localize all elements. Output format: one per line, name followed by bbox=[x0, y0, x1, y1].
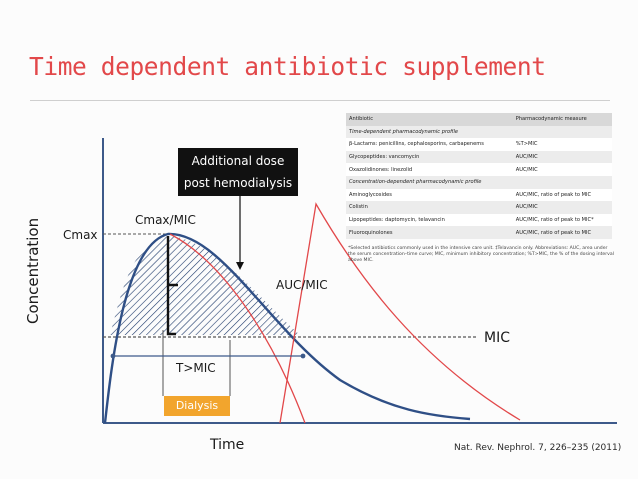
table-cell: AUC/MIC bbox=[512, 163, 612, 176]
table-cell: β-Lactams: penicillins, cephalosporins, … bbox=[346, 138, 513, 151]
table-row: Glycopeptides: vancomycin AUC/MIC bbox=[346, 150, 612, 164]
auc-mic-label: AUC/MIC bbox=[276, 278, 328, 292]
table-row: Lipopeptides: daptomycin, telavancin AUC… bbox=[346, 213, 612, 227]
table-cell: Colistin bbox=[346, 201, 513, 214]
pharmacodynamic-table: Antibiotic Pharmacodynamic measure Time-… bbox=[346, 113, 612, 239]
table-cell: AUC/MIC bbox=[512, 201, 612, 214]
section-title: Concentration-dependent pharmacodynamic … bbox=[346, 175, 612, 189]
mic-label: MIC bbox=[484, 330, 510, 346]
citation: Nat. Rev. Nephrol. 7, 226–235 (2011) bbox=[454, 443, 622, 453]
cmax-mic-bracket bbox=[166, 236, 178, 336]
cmax-label: Cmax bbox=[63, 228, 98, 242]
table-header-measure: Pharmacodynamic measure bbox=[512, 113, 612, 126]
table-cell: AUC/MIC, ratio of peak to MIC* bbox=[512, 213, 612, 227]
table-cell: Aminoglycosides bbox=[346, 188, 513, 202]
table-header-antibiotic: Antibiotic bbox=[346, 113, 513, 126]
dose-line-1: Additional dose bbox=[191, 154, 285, 168]
table-row: β-Lactams: penicillins, cephalosporins, … bbox=[346, 138, 612, 151]
decay-curve bbox=[169, 233, 306, 424]
table-row: Aminoglycosides AUC/MIC, ratio of peak t… bbox=[346, 188, 612, 202]
t-mic-start-dot bbox=[110, 353, 116, 359]
table-cell: %T>MIC bbox=[512, 138, 612, 151]
title-divider bbox=[30, 100, 610, 101]
table-cell: AUC/MIC, ratio of peak to MIC bbox=[512, 226, 612, 239]
table-row: Oxazolidinones: linezolid AUC/MIC bbox=[346, 163, 612, 176]
concentration-curve bbox=[103, 232, 471, 424]
table-footnote: *Selected antibiotics commonly used in t… bbox=[348, 246, 614, 263]
table-cell: AUC/MIC bbox=[512, 150, 612, 164]
table-header-row: Antibiotic Pharmacodynamic measure bbox=[346, 113, 612, 126]
t-mic-end-dot bbox=[300, 353, 306, 359]
table-cell: Fluoroquinolones bbox=[346, 226, 513, 239]
additional-dose-box: Additional dose post hemodialysis bbox=[178, 148, 298, 196]
dialysis-badge: Dialysis bbox=[164, 396, 230, 416]
table-cell: AUC/MIC, ratio of peak to MIC bbox=[512, 188, 612, 202]
section-title: Time-dependent pharmacodynamic profile bbox=[346, 125, 612, 139]
t-mic-label: T>MIC bbox=[176, 361, 216, 375]
cmax-mic-label: Cmax/MIC bbox=[135, 213, 196, 227]
table-row: Fluoroquinolones AUC/MIC, ratio of peak … bbox=[346, 226, 612, 239]
table-cell: Glycopeptides: vancomycin bbox=[346, 150, 513, 164]
table-section-row: Time-dependent pharmacodynamic profile bbox=[346, 125, 612, 139]
table-cell: Oxazolidinones: linezolid bbox=[346, 163, 513, 176]
dose-arrowhead bbox=[236, 262, 244, 270]
table-section-row: Concentration-dependent pharmacodynamic … bbox=[346, 175, 612, 189]
x-axis-label: Time bbox=[210, 437, 245, 453]
y-axis-label: Concentration bbox=[24, 217, 42, 324]
second-dose-curve bbox=[279, 202, 521, 424]
table-row: Colistin AUC/MIC bbox=[346, 201, 612, 214]
dose-line-2: post hemodialysis bbox=[183, 176, 293, 190]
auc-area bbox=[110, 236, 300, 335]
slide-title: Time dependent antibiotic supplement bbox=[29, 52, 546, 81]
table-cell: Lipopeptides: daptomycin, telavancin bbox=[346, 213, 513, 227]
